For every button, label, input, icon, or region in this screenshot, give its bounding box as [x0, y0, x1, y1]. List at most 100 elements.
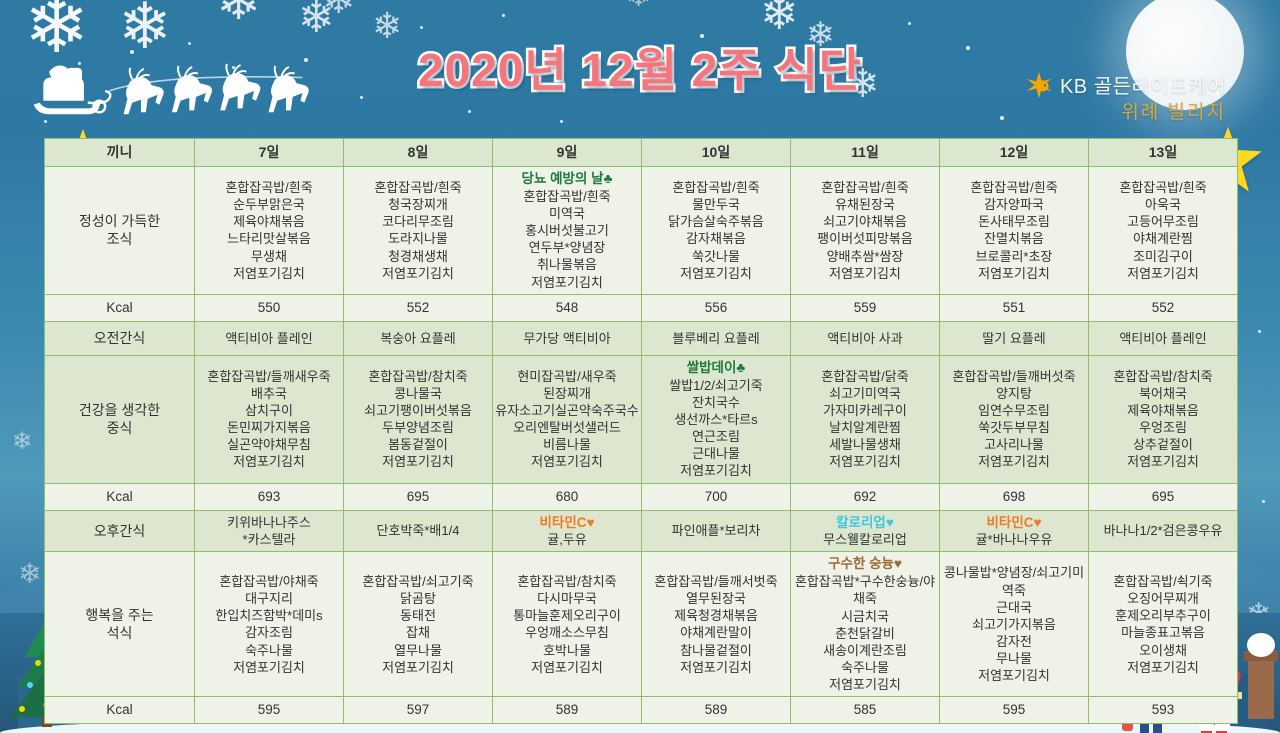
menu-special-tag: 당뇨 예방의 날♣ [521, 171, 613, 186]
menu-dish: 숙주나물 [841, 660, 889, 676]
row-label: Kcal [44, 482, 195, 511]
menu-dish: 비름나물 [543, 437, 591, 453]
menu-dish: 통마늘훈제오리구이 [513, 608, 621, 624]
table-row-kcal: Kcal 693 695 680 700 692 698 695 [44, 482, 1238, 511]
menu-cell: 비타민C♥ 귤,두유 [492, 509, 642, 553]
menu-dish: 쇠고기야채볶음 [823, 214, 907, 230]
table-row-snack: 오전간식 액티비아 플레인 복숭아 요플레 무가당 액티비아 블루베리 요플레 액티비아 … [44, 320, 1238, 356]
menu-cell: 혼합잡곡밥/야채죽 대구지리 한입치즈함박*데미s 감자조림 숙주나물 저염포기김치 [194, 551, 344, 698]
table-head: 끼니 7일 8일 9일 10일 11일 12일 13일 [44, 138, 1238, 167]
table-row-meal: 정성이 가득한 조식 혼합잡곡밥/흰죽 순두부맑은국 제육야채볶음 느타리맛살볶음 무생채 저… [44, 166, 1238, 295]
menu-dish: 무스웰칼로리업 [823, 532, 907, 548]
menu-dish: 쑥갓나물 [692, 248, 740, 264]
menu-dish: 임연수무조림 [978, 402, 1050, 418]
page-title: 2020년 12월 2주 식단 [415, 42, 863, 99]
menu-special-tag: 비타민C♥ [539, 514, 595, 530]
menu-cell: 복숭아 요플레 [343, 320, 493, 356]
table-row-kcal: Kcal 595 597 589 589 585 595 593 [44, 696, 1238, 725]
menu-dish: 쇠고기팽이버섯볶음 [364, 402, 472, 418]
menu-dish: 닭곰탕 [400, 591, 436, 607]
menu-dish: 코다리무조림 [382, 214, 454, 230]
menu-dish: 두부양념조림 [382, 420, 454, 436]
menu-dish: 파인애플*보리차 [671, 523, 761, 539]
kcal-value: 589 [641, 696, 791, 725]
menu-dish: 돈사태무조림 [978, 214, 1050, 230]
snow-dot [1262, 500, 1265, 503]
column-header-day-6: 12일 [939, 138, 1089, 167]
chimney-icon [1244, 633, 1278, 719]
menu-dish: 참나물겉절이 [680, 642, 752, 658]
snow-dot [468, 110, 471, 113]
menu-dish: 봄동겉절이 [388, 437, 448, 453]
menu-cell: 무가당 액티비아 [492, 320, 642, 356]
snow-dot [420, 26, 423, 29]
menu-dish: 한입치즈함박*데미s [215, 608, 323, 624]
row-label: 오전간식 [44, 320, 195, 356]
menu-dish: 저염포기김치 [382, 454, 454, 470]
menu-dish: 시금치국 [841, 608, 889, 624]
kcal-value: 597 [343, 696, 493, 725]
menu-dish: 혼합잡곡밥/쇡기죽 [1113, 573, 1213, 589]
kcal-value: 698 [939, 482, 1089, 511]
menu-dish: 순두부맑은국 [233, 197, 305, 213]
menu-dish: 복숭아 요플레 [380, 330, 456, 346]
menu-dish: 열무나물 [394, 642, 442, 658]
menu-dish: 청경채생채 [388, 248, 448, 264]
menu-dish: 삼치구이 [245, 402, 293, 418]
menu-dish: 연근조림 [692, 429, 740, 445]
menu-dish: 무생채 [251, 248, 287, 264]
menu-cell: 혼합잡곡밥/흰죽 아욱국 고등어무조림 야채계란찜 조미김구이 저염포기김치 [1088, 166, 1238, 295]
menu-dish: 혼합잡곡밥/흰죽 [374, 179, 462, 195]
menu-cell: 혼합잡곡밥/참치죽 다시마무국 통마늘훈제오리구이 우엉깨소스무침 호박나물 저염포기김치 [492, 551, 642, 698]
snowflake-icon: ❄ [846, 62, 880, 106]
menu-dish: 딸기 요플레 [982, 330, 1046, 346]
kcal-value: 695 [1088, 482, 1238, 511]
menu-dish: 잡채 [406, 625, 430, 641]
kcal-value: 556 [641, 293, 791, 322]
menu-dish: 바나나1/2*검은콩우유 [1103, 523, 1223, 539]
table-row-snack: 오후간식 키위바나나주스 *카스텔라 단호박죽*배1/4 비타민C♥ 귤,두유 파인애플*보… [44, 509, 1238, 553]
santa-sleigh-icon [24, 62, 314, 122]
snowflake-icon: ❄ [626, 0, 651, 12]
kcal-value: 595 [939, 696, 1089, 725]
menu-cell: 키위바나나주스 *카스텔라 [194, 509, 344, 553]
menu-dish: 도라지나물 [388, 231, 448, 247]
menu-dish: 느타리맛살볶음 [227, 231, 311, 247]
menu-cell: 혼합잡곡밥/참치죽 콩나물국 쇠고기팽이버섯볶음 두부양념조림 봄동겉절이 저염포기김치 [343, 354, 493, 484]
menu-dish: 오이생채 [1139, 642, 1187, 658]
menu-dish: 혼합잡곡밥/흰죽 [970, 179, 1058, 195]
menu-cell: 딸기 요플레 [939, 320, 1089, 356]
menu-dish: 닭가슴살숙주볶음 [668, 214, 764, 230]
menu-cell: 파인애플*보리차 [641, 509, 791, 553]
menu-dish: 조미김구이 [1133, 248, 1193, 264]
menu-dish: 우엉조림 [1139, 420, 1187, 436]
menu-dish: 혼합잡곡밥/흰죽 [225, 179, 313, 195]
menu-dish: 팽이버섯피망볶음 [817, 231, 913, 247]
snowflake-icon: ❄ [12, 428, 33, 455]
menu-dish: 배추국 [251, 385, 287, 401]
menu-dish: 혼합잡곡밥/들깨서벗죽 [654, 573, 778, 589]
menu-dish: 저염포기김치 [829, 677, 901, 693]
snowflake-icon: ❄ [18, 558, 42, 589]
menu-dish: 돈민찌가지볶음 [227, 420, 311, 436]
menu-cell: 혼합잡곡밥/참치죽 북어채국 제육야채볶음 우엉조림 상추겉절이 저염포기김치 [1088, 354, 1238, 484]
menu-dish: 블루베리 요플레 [672, 330, 760, 346]
menu-dish: 콩나물밥*양념장/쇠고기미역죽 [943, 565, 1085, 598]
kcal-value: 585 [790, 696, 940, 725]
snowflake-icon: ❄ [118, 0, 172, 62]
menu-dish: 귤,두유 [547, 532, 587, 548]
menu-cell: 블루베리 요플레 [641, 320, 791, 356]
menu-dish: 저염포기김치 [382, 659, 454, 675]
kcal-value: 551 [939, 293, 1089, 322]
menu-dish: 저염포기김치 [978, 668, 1050, 684]
menu-dish: 혼합잡곡밥/쇠고기죽 [362, 573, 474, 589]
kcal-value: 550 [194, 293, 344, 322]
menu-dish: 동태전 [400, 608, 436, 624]
menu-dish: 훈제오리부추구이 [1115, 608, 1211, 624]
row-label: Kcal [44, 293, 195, 322]
menu-cell: 액티비아 플레인 [194, 320, 344, 356]
snow-dot [1146, 44, 1149, 47]
column-header-day-5: 11일 [790, 138, 940, 167]
menu-dish: 감자조림 [245, 625, 293, 641]
menu-dish: 제육야채볶음 [1127, 402, 1199, 418]
